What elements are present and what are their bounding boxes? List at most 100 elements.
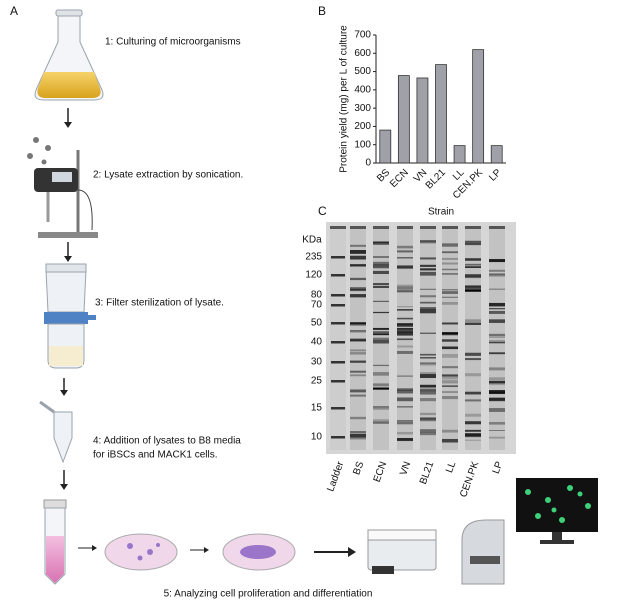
gel-band (397, 309, 413, 311)
flask-icon (34, 9, 104, 101)
gel-band (373, 372, 389, 376)
gel-band (331, 304, 345, 307)
gel-band (420, 362, 436, 366)
gel-band (373, 261, 389, 265)
gel-marker-label: 10 (311, 432, 323, 443)
gel-band (442, 273, 458, 275)
tube-icon (39, 400, 73, 464)
gel-band (489, 390, 505, 395)
gel-band (420, 417, 436, 420)
gel-band (420, 384, 436, 388)
panel-label: A (10, 4, 18, 18)
gel-band (465, 433, 481, 438)
gel-band (489, 436, 505, 439)
gel-band (373, 337, 389, 339)
y-tick-label: 200 (354, 121, 371, 132)
gel-band (331, 341, 345, 344)
gel-band (465, 429, 481, 432)
gel-band (489, 307, 505, 310)
gel-band (465, 285, 481, 289)
gel-band (373, 421, 389, 424)
gel-band (350, 255, 366, 260)
gel-band (373, 241, 389, 245)
gel-lane (330, 228, 346, 450)
gel-lane (442, 228, 458, 450)
gel-band (350, 394, 366, 397)
gel-band (489, 381, 505, 386)
gel-band (397, 338, 413, 341)
arrow (60, 470, 68, 490)
gel-band (350, 322, 366, 326)
bar (435, 64, 447, 164)
gel-marker-label: 40 (311, 337, 323, 348)
gel-band (442, 354, 458, 358)
gel-band (442, 251, 458, 254)
gel-marker-label: 15 (311, 403, 323, 414)
gel-lane (420, 228, 436, 450)
gel-band (420, 240, 436, 243)
gel-lane (489, 228, 505, 450)
gel-band (397, 350, 413, 354)
arrow (64, 108, 72, 128)
gel-band (331, 294, 345, 297)
gel-band (350, 287, 366, 291)
y-tick-label: 500 (354, 66, 371, 77)
step-text: 5: Analyzing cell proliferation and diff… (164, 589, 373, 600)
gel-band (397, 397, 413, 402)
gel-band (331, 274, 345, 277)
gel-marker-label: 25 (311, 376, 323, 387)
gel-band (397, 245, 413, 249)
gel-band (420, 295, 436, 298)
gel-band (465, 258, 481, 261)
gel-band (350, 349, 366, 352)
gel-band (465, 413, 481, 417)
gel-band (350, 374, 366, 377)
falcon-tube (43, 499, 67, 585)
gel-band (465, 352, 481, 356)
gel-band (397, 406, 413, 408)
gel-band (465, 288, 481, 292)
y-tick-label: 0 (365, 158, 371, 169)
gel-band (397, 420, 413, 422)
gel-band (489, 319, 505, 323)
microscope (461, 519, 505, 585)
gel-band (465, 265, 481, 268)
gel-band (442, 289, 458, 291)
gel-band (373, 300, 389, 302)
gel-band (465, 289, 481, 292)
gel-band (420, 288, 436, 290)
gel-band (420, 271, 436, 276)
gel-band (350, 431, 366, 434)
arrow (60, 378, 68, 396)
gel-band (420, 240, 436, 244)
gel-band (465, 243, 481, 246)
bar (379, 129, 392, 164)
gel-band (350, 330, 366, 332)
gel-band (350, 370, 366, 372)
step-text: 3: Filter sterilization of lysate. (95, 298, 224, 309)
gel-band (350, 277, 366, 281)
bar (490, 145, 503, 164)
gel-band (489, 269, 505, 272)
gel-band (350, 371, 366, 373)
gel-band (420, 417, 436, 422)
gel-lane-label: BS (351, 460, 366, 477)
step-text: 1: Culturing of microorganisms (105, 37, 241, 48)
gel-band (465, 433, 481, 437)
y-tick-label: 400 (354, 84, 371, 95)
gel-band (331, 322, 345, 325)
gel-band (465, 439, 481, 441)
gel-band (373, 419, 389, 422)
gel-lane (350, 228, 366, 450)
gel-well (350, 226, 366, 229)
gel-image (326, 222, 516, 454)
gel-band (373, 333, 389, 336)
gel-unit: KDa (302, 235, 322, 246)
gel-band (442, 366, 458, 369)
gel-band (350, 255, 366, 260)
gel-band (420, 374, 436, 378)
gel-band (442, 376, 458, 380)
gel-band (397, 390, 413, 394)
panel-label: B (318, 4, 326, 18)
gel-band (442, 243, 458, 247)
